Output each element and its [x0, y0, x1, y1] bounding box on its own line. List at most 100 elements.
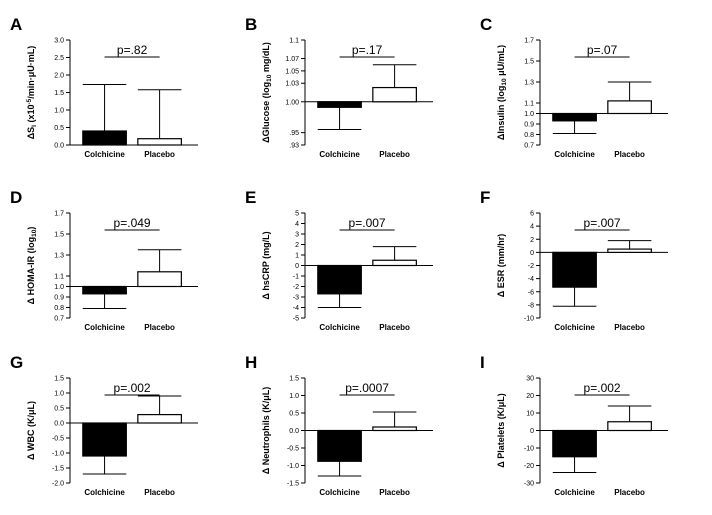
y-axis-label: ΔInsulin (log10 μU/mL) — [496, 45, 508, 140]
y-tick-label: -0.5 — [287, 446, 299, 453]
y-tick-label: -8 — [528, 302, 534, 309]
y-tick-label: 1.00 — [285, 99, 299, 106]
y-tick-label: -1.5 — [287, 481, 299, 488]
y-tick-label: 1.7 — [524, 38, 534, 45]
y-axis-label-part: ΔInsulin (log — [496, 86, 506, 140]
y-axis-label-part: μU/mL) — [496, 45, 506, 79]
x-category-label: Colchicine — [319, 150, 360, 159]
y-tick-label: 1 — [295, 253, 299, 260]
y-tick-label: 0.0 — [54, 143, 64, 150]
y-axis-label-part: -5 — [26, 98, 33, 104]
chart-panel-c: C 0.7 0.8 0.9 1.0 1.1 1.3 1.5 1.7 ΔInsulin (log10… — [480, 15, 668, 159]
bar-colchicine — [317, 429, 362, 462]
panel-letter: E — [245, 188, 256, 207]
x-category-label: Placebo — [144, 488, 175, 497]
y-tick-label: 0 — [295, 263, 299, 270]
y-tick-label: -30 — [524, 481, 534, 488]
y-axis-label-part: 10 — [266, 74, 273, 82]
y-tick-label: -0.5 — [52, 436, 64, 443]
p-value-annotation: p=.007 — [584, 216, 621, 230]
bar-colchicine — [82, 130, 127, 146]
y-tick-label: 1.0 — [54, 391, 64, 398]
p-value-annotation: p=.049 — [114, 216, 151, 230]
y-tick-label: -1.0 — [287, 463, 299, 470]
y-tick-label: 2 — [530, 237, 534, 244]
x-category-label: Colchicine — [554, 150, 595, 159]
y-axis-label-part: Δ WBC (K/μL) — [26, 401, 36, 460]
y-tick-label: 1.1 — [54, 274, 64, 281]
chart-panel-i: I -30 -20 -10 0 10 20 30 Δ Platelets (K/μL) Colch… — [480, 353, 668, 497]
y-tick-label: 2.5 — [54, 55, 64, 62]
y-tick-label: 1.05 — [285, 68, 299, 75]
y-axis-label: ΔGlucose (log10 mg/dL) — [261, 42, 273, 143]
chart-panel-g: G -2.0 -1.5 -1.0 -0.5 0.0 0.5 1.0 1.5 Δ WBC (K/μL… — [10, 353, 198, 497]
x-category-label: Colchicine — [554, 323, 595, 332]
panel-letter: B — [245, 15, 257, 34]
y-axis-label-part: Δ Neutrophils (K/μL) — [261, 387, 271, 474]
y-tick-label: -10 — [524, 316, 534, 323]
y-tick-label: 5 — [295, 211, 299, 218]
bar-colchicine — [552, 251, 597, 288]
y-axis-label: Δ Neutrophils (K/μL) — [261, 387, 271, 474]
panel-letter: H — [245, 353, 257, 372]
panel-letter: C — [480, 15, 492, 34]
y-tick-label: -5 — [293, 316, 299, 323]
y-tick-label: 0.8 — [524, 132, 534, 139]
chart-panel-e: E -5 -4 -3 -2 -1 0 1 2 3 4 5 Δ hsCRP (mg/L) Colchicin… — [245, 188, 433, 332]
y-tick-label: -10 — [524, 446, 534, 453]
chart-panel-d: D 0.7 0.8 0.9 1.0 1.1 1.3 1.5 1.7 Δ HOMA-IR (log1… — [10, 188, 198, 332]
x-category-label: Colchicine — [319, 323, 360, 332]
x-category-label: Colchicine — [84, 323, 125, 332]
y-tick-label: 0.7 — [54, 316, 64, 323]
y-tick-label: 1.7 — [54, 211, 64, 218]
y-tick-label: 0.9 — [524, 122, 534, 129]
panel-letter: I — [480, 353, 485, 372]
y-tick-label: -6 — [528, 289, 534, 296]
p-value-annotation: p=.07 — [587, 43, 618, 57]
y-tick-label: 1.5 — [54, 376, 64, 383]
y-axis-label-part: Δ hsCRP (mg/L) — [261, 231, 271, 299]
y-axis-label: ΔSI (x10-5/min·μU·mL) — [26, 46, 38, 140]
x-category-label: Colchicine — [554, 488, 595, 497]
y-tick-label: 3 — [295, 232, 299, 239]
x-category-label: Colchicine — [84, 488, 125, 497]
y-axis-label-part: I — [31, 125, 38, 127]
y-tick-label: 1.5 — [54, 232, 64, 239]
p-value-annotation: p=.002 — [114, 381, 151, 395]
chart-panel-h: H -1.5 -1.0 -0.5 0.0 0.5 1.0 1.5 Δ Neutrophils (… — [245, 353, 433, 497]
y-tick-label: 1.3 — [54, 253, 64, 260]
chart-panel-f: F -10 -8 -6 -4 -2 0 2 4 6 Δ ESR (mm/hr) Colchicine P… — [480, 188, 668, 332]
p-value-annotation: p=.0007 — [345, 381, 389, 395]
y-axis-label: Δ WBC (K/μL) — [26, 401, 36, 460]
chart-panel-a: A 0.0 0.5 1.0 1.5 2.0 2.5 3.0 ΔSI (x10-5/min·μU·… — [10, 15, 198, 159]
y-axis-label-part: mg/dL) — [261, 42, 271, 75]
y-tick-label: 0.5 — [54, 406, 64, 413]
y-tick-label: -1 — [293, 274, 299, 281]
y-tick-label: 3.0 — [54, 38, 64, 45]
y-axis-label-part: Δ — [26, 132, 36, 139]
chart-panel-b: B .93 .95 1.00 1.03 1.05 1.07 1.1 ΔGlucose (log1… — [245, 15, 433, 159]
y-tick-label: .93 — [289, 143, 299, 150]
x-category-label: Colchicine — [319, 488, 360, 497]
y-axis-label-part: 10 — [501, 78, 508, 86]
y-axis-label: Δ ESR (mm/hr) — [496, 234, 506, 297]
x-category-label: Placebo — [614, 150, 645, 159]
y-axis-label-part: Δ Platelets (K/μL) — [496, 393, 506, 468]
bar-colchicine — [552, 112, 597, 122]
y-tick-label: 0.5 — [54, 125, 64, 132]
y-tick-label: 1.0 — [524, 111, 534, 118]
y-tick-label: 1.0 — [54, 108, 64, 115]
y-axis-label-part: ) — [26, 227, 36, 230]
panel-letter: F — [480, 188, 490, 207]
x-category-label: Placebo — [614, 488, 645, 497]
y-tick-label: -2.0 — [52, 481, 64, 488]
y-tick-label: 4 — [295, 221, 299, 228]
y-tick-label: -4 — [293, 305, 299, 312]
y-tick-label: -4 — [528, 276, 534, 283]
y-tick-label: 1.3 — [524, 80, 534, 87]
y-tick-label: 0.8 — [54, 305, 64, 312]
y-axis-label-part: Δ ESR (mm/hr) — [496, 234, 506, 297]
y-tick-label: 2.0 — [54, 73, 64, 80]
y-tick-label: 1.07 — [285, 56, 299, 63]
